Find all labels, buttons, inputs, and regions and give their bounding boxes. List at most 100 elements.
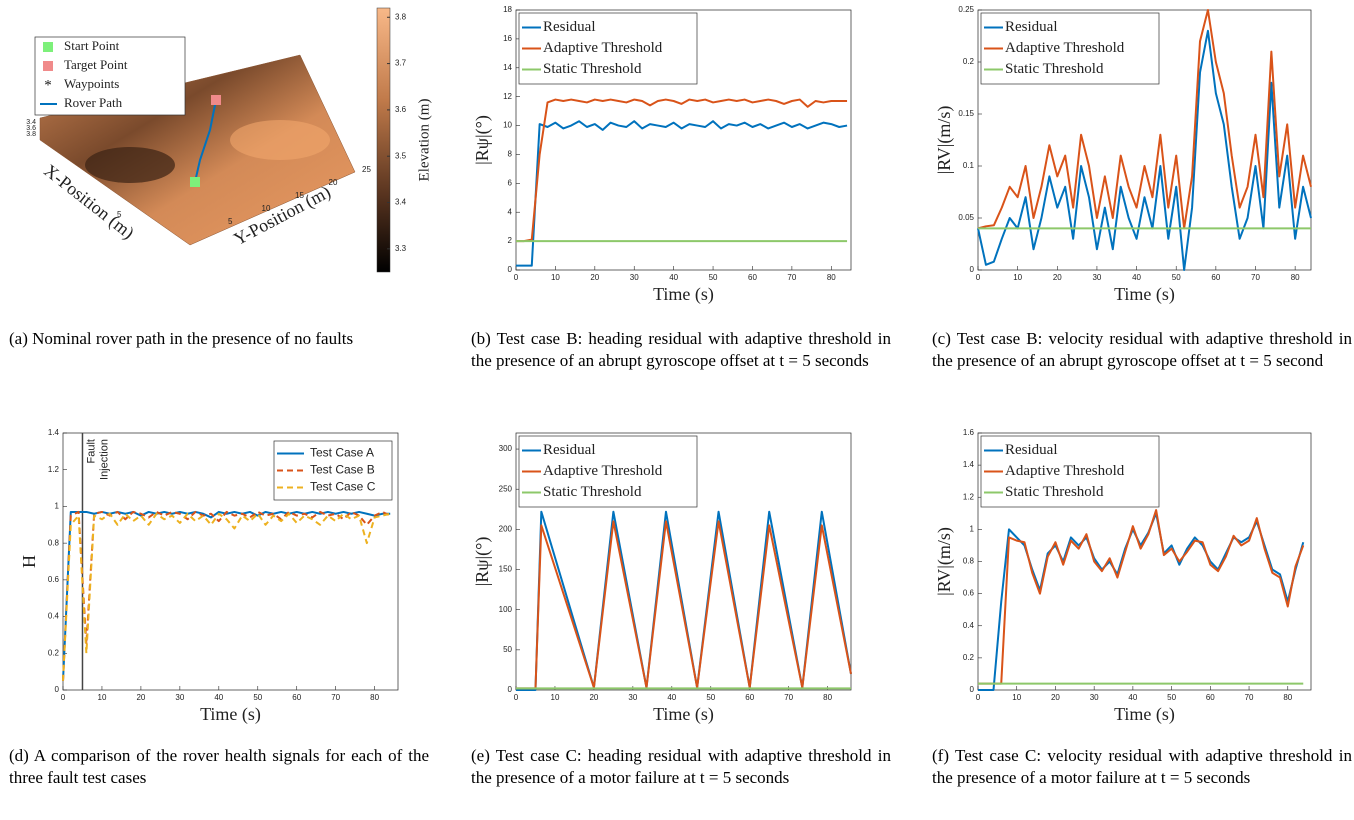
x-tick-label: 30 xyxy=(628,693,637,702)
caption: (a) Nominal rover path in the presence o… xyxy=(9,328,429,350)
x-tick-label: 60 xyxy=(1211,273,1220,282)
surface-valley xyxy=(85,147,175,183)
x-tick-label: 50 xyxy=(1172,273,1181,282)
x-tick-label: 10 xyxy=(551,273,560,282)
y-tick-label: 0.2 xyxy=(48,648,60,657)
x-tick-label: 30 xyxy=(630,273,639,282)
y-tick-label: 0.8 xyxy=(48,538,60,547)
legend-label: Static Threshold xyxy=(543,484,642,500)
y-tick-label: 12 xyxy=(503,92,512,101)
y-tick-label: 0 xyxy=(508,265,513,274)
x-tick-label: 50 xyxy=(709,273,718,282)
z-tick-label: 3.8 xyxy=(26,131,36,138)
y-tick-label: 5 xyxy=(228,217,233,226)
y-tick-label: 0.2 xyxy=(963,653,975,662)
y-tick-label: 1.2 xyxy=(48,465,60,474)
x-tick-label: 20 xyxy=(1051,693,1060,702)
legend-label: Test Case C xyxy=(310,480,376,494)
x-tick-label: 30 xyxy=(175,693,184,702)
y-tick-label: 14 xyxy=(503,63,512,72)
y-tick-label: 0 xyxy=(970,685,975,694)
x-tick-label: 80 xyxy=(1283,693,1292,702)
y-tick-label: 200 xyxy=(499,524,513,533)
x-tick-label: 10 xyxy=(98,693,107,702)
y-tick-label: 8 xyxy=(508,150,513,159)
y-tick-label: 1.4 xyxy=(48,428,60,437)
x-axis-label: Time (s) xyxy=(653,704,714,725)
x-axis-label: Time (s) xyxy=(653,284,714,305)
x-tick-label: 40 xyxy=(214,693,223,702)
annotation: Injection xyxy=(98,439,110,480)
x-tick-label: 70 xyxy=(1251,273,1260,282)
y-tick-label: 0.1 xyxy=(963,161,975,170)
y-tick-label: 0.4 xyxy=(48,612,60,621)
y-tick-label: 1.4 xyxy=(963,460,975,469)
x-tick-label: 20 xyxy=(136,693,145,702)
y-tick-label: 0.25 xyxy=(958,5,974,14)
legend-marker xyxy=(43,61,53,71)
x-tick-label: 70 xyxy=(331,693,340,702)
x-tick-label: 60 xyxy=(1206,693,1215,702)
y-tick-label: 0.2 xyxy=(963,57,975,66)
legend-label: Target Point xyxy=(64,57,128,72)
x-tick-label: 80 xyxy=(827,273,836,282)
caption: (e) Test case C: heading residual with a… xyxy=(471,745,891,789)
legend-label: Adaptive Threshold xyxy=(543,463,663,479)
x-tick-label: 0 xyxy=(514,693,519,702)
colorbar-tick-label: 3.7 xyxy=(395,59,407,68)
caption: (b) Test case B: heading residual with a… xyxy=(471,328,891,372)
x-tick-label: 40 xyxy=(669,273,678,282)
legend-marker xyxy=(43,42,53,52)
x-tick-label: 70 xyxy=(1245,693,1254,702)
y-tick-label: 1.2 xyxy=(963,492,975,501)
y-tick-label: 0 xyxy=(970,265,975,274)
y-tick-label: 6 xyxy=(508,178,513,187)
colorbar-label: Elevation (m) xyxy=(416,99,432,182)
y-tick-label: 15 xyxy=(295,191,304,200)
x-tick-label: 20 xyxy=(590,273,599,282)
y-tick-label: 10 xyxy=(503,121,512,130)
y-tick-label: 18 xyxy=(503,5,512,14)
x-tick-label: 50 xyxy=(253,693,262,702)
x-tick-label: 60 xyxy=(748,273,757,282)
colorbar-tick-label: 3.8 xyxy=(395,12,407,21)
y-tick-label: 1.6 xyxy=(963,428,975,437)
x-tick-label: 20 xyxy=(1053,273,1062,282)
x-tick-label: 80 xyxy=(823,693,832,702)
x-axis-label: Time (s) xyxy=(1114,284,1175,305)
legend-label: Adaptive Threshold xyxy=(543,40,663,56)
legend-label: Static Threshold xyxy=(543,61,642,77)
x-axis-label: Time (s) xyxy=(1114,704,1175,725)
x-tick-label: 10 xyxy=(1012,693,1021,702)
legend-label: Adaptive Threshold xyxy=(1005,463,1125,479)
y-tick-label: 20 xyxy=(329,178,338,187)
legend-marker: * xyxy=(44,77,52,93)
x-tick-label: 20 xyxy=(589,693,598,702)
x-tick-label: 10 xyxy=(1013,273,1022,282)
x-tick-label: 30 xyxy=(1092,273,1101,282)
x-tick-label: 70 xyxy=(787,273,796,282)
y-tick-label: 0 xyxy=(55,685,60,694)
legend-label: Waypoints xyxy=(64,76,119,91)
colorbar-tick-label: 3.6 xyxy=(395,105,407,114)
y-tick-label: 0.6 xyxy=(48,575,60,584)
target-point xyxy=(211,95,221,105)
colorbar xyxy=(377,8,390,272)
x-tick-label: 50 xyxy=(1167,693,1176,702)
x-tick-label: 50 xyxy=(706,693,715,702)
colorbar-tick-label: 3.4 xyxy=(395,198,407,207)
x-axis-label: Time (s) xyxy=(200,704,261,725)
caption: (c) Test case B: velocity residual with … xyxy=(932,328,1352,372)
x-tick-label: 60 xyxy=(292,693,301,702)
y-tick-label: 100 xyxy=(499,605,513,614)
caption: (d) A comparison of the rover health sig… xyxy=(9,745,429,789)
x-tick-label: 60 xyxy=(745,693,754,702)
y-tick-label: 250 xyxy=(499,484,513,493)
y-tick-label: 0.15 xyxy=(958,109,974,118)
y-tick-label: 0.8 xyxy=(963,557,975,566)
x-tick-label: 30 xyxy=(1090,693,1099,702)
legend-label: Adaptive Threshold xyxy=(1005,40,1125,56)
y-axis-label: H xyxy=(19,555,39,568)
y-tick-label: 1 xyxy=(55,502,60,511)
y-axis-label: |Rψ|(°) xyxy=(472,537,493,587)
